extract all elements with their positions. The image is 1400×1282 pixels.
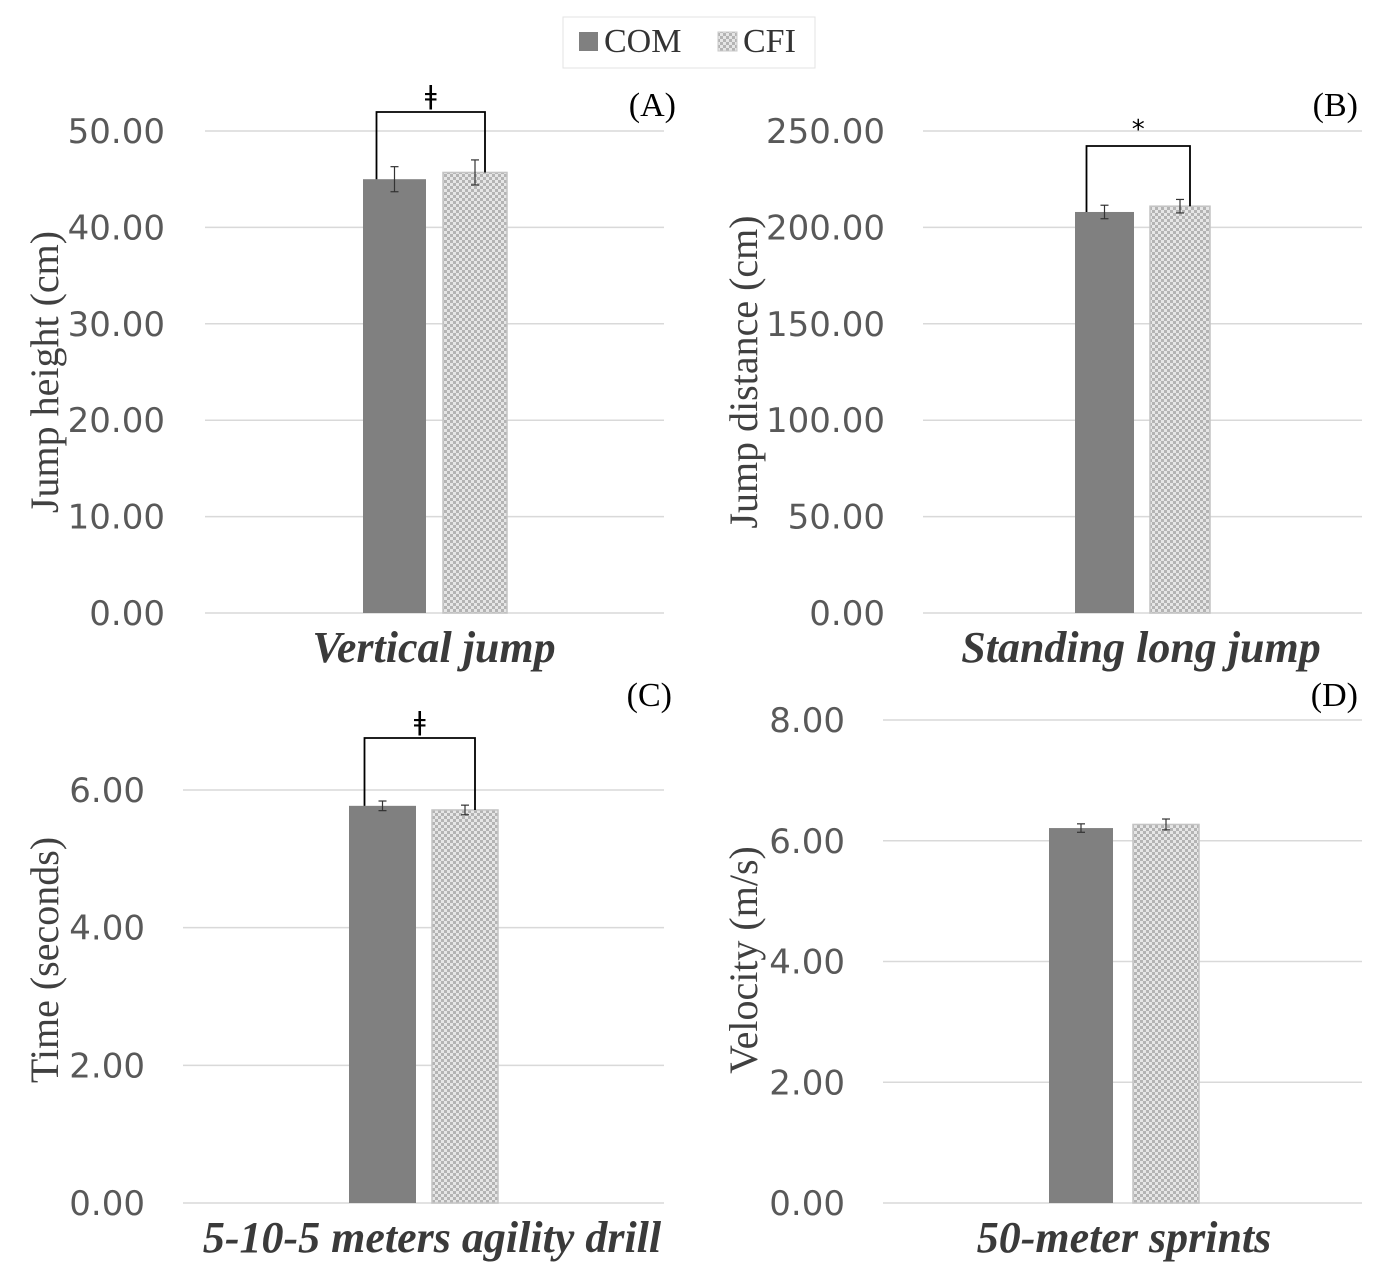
y-tick-label: 4.00	[69, 909, 145, 949]
panel-label: (D)	[1311, 677, 1358, 714]
chart-panel-a: 0.00 10.00 20.00 30.00 40.00 50.00 ǂ Jump heigh…	[22, 81, 676, 672]
y-tick-label: 0.00	[69, 1184, 145, 1224]
bar-com	[1049, 828, 1113, 1203]
y-axis-label: Jump distance (cm)	[721, 215, 766, 528]
y-tick-label: 0.00	[89, 594, 165, 634]
panel-label: (B)	[1313, 87, 1358, 124]
significance-bracket	[1085, 145, 1191, 212]
y-axis-label: Velocity (m/s)	[721, 846, 766, 1074]
y-tick-label: 8.00	[769, 701, 845, 741]
y-tick-label: 200.00	[766, 208, 885, 248]
bar-com	[363, 179, 426, 613]
x-axis-label: Vertical jump	[312, 623, 555, 672]
significance-marker: ǂ	[425, 81, 437, 111]
y-tick-label: 2.00	[769, 1063, 845, 1103]
y-tick-label: 4.00	[769, 943, 845, 983]
panels: 0.00 10.00 20.00 30.00 40.00 50.00 ǂ Jump heigh…	[22, 81, 1362, 1262]
chart-panel-c: 0.00 2.00 4.00 6.00 ǂ Time (seconds) 5-10-5 me…	[22, 677, 672, 1262]
y-tick-label: 50.00	[68, 112, 165, 152]
y-tick-label: 30.00	[68, 305, 165, 345]
y-tick-label: 40.00	[68, 208, 165, 248]
y-tick-label: 10.00	[68, 498, 165, 538]
y-tick-label: 50.00	[788, 498, 885, 538]
bar-cfi	[1132, 823, 1200, 1204]
legend-label-com: COM	[604, 23, 681, 60]
significance-bracket	[363, 737, 476, 810]
y-tick-label: 2.00	[69, 1046, 145, 1086]
y-tick-label: 0.00	[809, 594, 885, 634]
bar-cfi	[431, 809, 499, 1204]
x-axis-label: Standing long jump	[961, 623, 1320, 672]
bar-com	[349, 805, 416, 1203]
legend-swatch-cfi	[717, 31, 738, 52]
bar-cfi	[442, 171, 508, 614]
legend-swatch-com	[579, 32, 598, 51]
significance-marker: *	[1132, 115, 1145, 145]
panel-label: (C)	[627, 677, 672, 714]
y-tick-label: 150.00	[766, 305, 885, 345]
y-axis-label: Jump height (cm)	[22, 231, 67, 513]
significance-bracket	[375, 111, 486, 180]
bar-com	[1075, 211, 1134, 613]
bar-cfi	[1149, 205, 1211, 614]
chart-panel-d: 0.00 2.00 4.00 6.00 8.00 Velocity (m/s) 50-met…	[721, 677, 1362, 1262]
y-axis-label: Time (seconds)	[22, 837, 67, 1083]
significance-marker: ǂ	[414, 707, 426, 737]
x-axis-label: 50-meter sprints	[977, 1213, 1272, 1262]
chart-panel-b: 0.00 50.00 100.00 150.00 200.00 250.00 * Jump d…	[721, 87, 1362, 672]
legend: COM CFI	[562, 16, 816, 69]
y-tick-label: 20.00	[68, 401, 165, 441]
y-tick-label: 0.00	[769, 1184, 845, 1224]
panel-label: (A)	[629, 87, 676, 124]
y-tick-label: 6.00	[69, 771, 145, 811]
y-tick-label: 100.00	[766, 401, 885, 441]
y-tick-label: 6.00	[769, 822, 845, 862]
legend-frame	[562, 16, 816, 69]
x-axis-label: 5-10-5 meters agility drill	[203, 1213, 662, 1262]
y-tick-label: 250.00	[766, 112, 885, 152]
legend-label-cfi: CFI	[743, 23, 796, 60]
